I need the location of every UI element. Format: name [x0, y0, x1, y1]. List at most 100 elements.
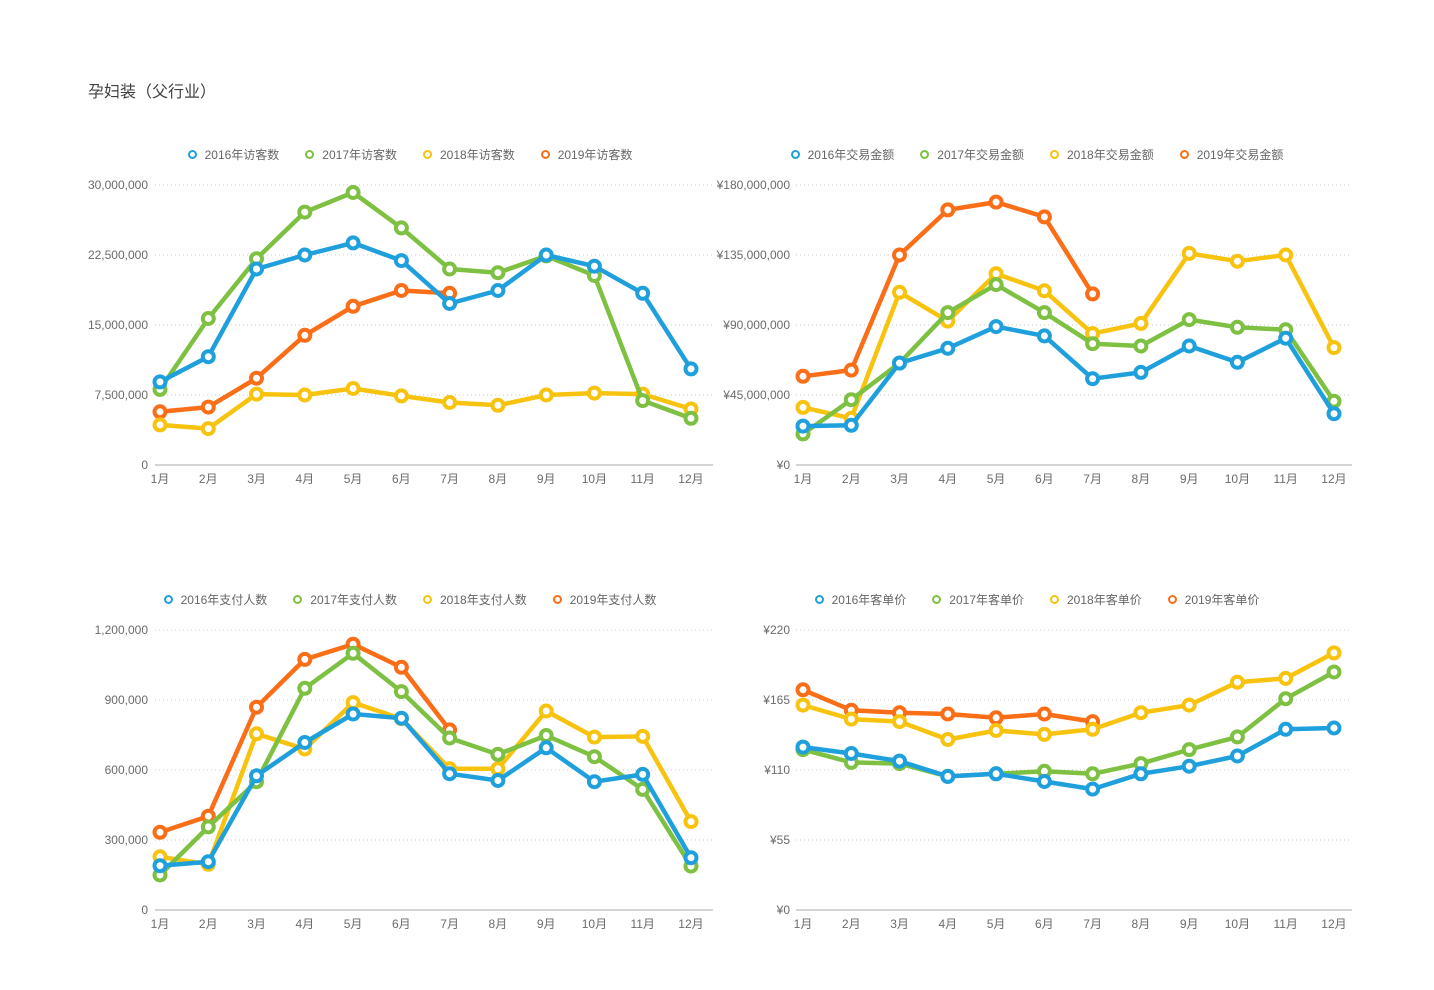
data-point-marker [1133, 315, 1149, 331]
data-point-marker [1181, 697, 1197, 713]
chart-canvas-payers: 1,200,000 900,000 600,000 300,000 01月 2月 3月 4月 5… [95, 623, 713, 931]
data-point-marker [152, 824, 168, 840]
data-point-marker [1085, 371, 1101, 387]
data-point-marker [297, 327, 313, 343]
legend-marker-icon [1050, 149, 1059, 159]
data-point-marker [538, 740, 554, 756]
chart-payers: 2016年支付人数 2017年支付人数 2018年支付人数 2019年支付人数 1,2… [85, 583, 735, 939]
data-point-marker [538, 703, 554, 719]
data-point-marker [1278, 691, 1294, 707]
legend-item-2018年访客数[interactable]: 2018年访客数 [423, 146, 515, 163]
data-point-marker [490, 773, 506, 788]
data-point-marker [892, 714, 907, 730]
legend-transaction-amount: 2016年交易金额 2017年交易金额 2018年交易金额 2019年交易金额 [712, 138, 1362, 170]
data-point-marker [249, 768, 264, 784]
legend-item-2017年交易金额[interactable]: 2017年交易金额 [920, 146, 1024, 163]
data-point-marker [1085, 336, 1101, 352]
legend-item-2019年访客数[interactable]: 2019年访客数 [540, 146, 633, 163]
x-axis-tick-label: 6月 [392, 917, 411, 931]
data-point-marker [442, 730, 458, 746]
data-point-marker [490, 397, 506, 413]
data-point-marker [843, 746, 859, 761]
data-point-marker [683, 814, 699, 830]
data-point-marker [1181, 245, 1197, 261]
y-axis-tick-label: ¥0 [776, 903, 791, 917]
legend-item-2018年客单价[interactable]: 2018年客单价 [1050, 591, 1142, 608]
data-point-marker [1085, 766, 1101, 782]
legend-item-2016年访客数[interactable]: 2016年访客数 [187, 146, 280, 163]
series-line-2017年访客数 [157, 190, 694, 421]
data-point-marker [1326, 406, 1342, 422]
legend-label: 2016年访客数 [204, 147, 280, 162]
legend-item-2018年交易金额[interactable]: 2018年交易金额 [1050, 146, 1154, 163]
data-point-marker [940, 706, 956, 722]
x-axis-tick-label: 4月 [295, 472, 314, 486]
x-axis-tick-label: 4月 [295, 917, 314, 931]
legend-marker-icon [187, 149, 197, 159]
data-point-marker [297, 204, 313, 220]
legend-item-2019年支付人数[interactable]: 2019年支付人数 [552, 591, 656, 608]
data-point-marker [1326, 340, 1342, 356]
y-axis-tick-label: 900,000 [105, 693, 149, 707]
y-axis-tick-label: ¥110 [763, 763, 790, 777]
data-point-marker [393, 388, 409, 404]
series-line-2016年交易金额 [800, 324, 1337, 429]
data-point-marker [586, 385, 602, 401]
legend-item-2018年支付人数[interactable]: 2018年支付人数 [423, 591, 527, 608]
data-point-marker [1326, 645, 1342, 661]
legend-label: 2016年支付人数 [180, 592, 268, 607]
x-axis-tick-label: 3月 [890, 472, 909, 486]
data-point-marker [442, 296, 458, 311]
data-point-marker [1036, 305, 1052, 321]
legend-item-2017年访客数[interactable]: 2017年访客数 [305, 146, 397, 163]
data-point-marker [795, 418, 811, 434]
legend-item-2019年交易金额[interactable]: 2019年交易金额 [1179, 146, 1283, 163]
x-axis-tick-label: 6月 [1035, 917, 1054, 931]
legend-item-2016年客单价[interactable]: 2016年客单价 [814, 591, 907, 608]
legend-item-2017年支付人数[interactable]: 2017年支付人数 [293, 591, 397, 608]
series-line-2018年访客数 [157, 386, 694, 431]
x-axis-tick-label: 7月 [440, 472, 459, 486]
data-point-marker [586, 729, 602, 745]
data-point-marker [892, 247, 907, 263]
data-point-marker [200, 399, 216, 415]
legend-label: 2018年客单价 [1067, 592, 1142, 607]
data-point-marker [1181, 758, 1197, 774]
x-axis-tick-label: 10月 [582, 917, 607, 931]
data-point-marker [1133, 364, 1149, 380]
data-point-marker [490, 746, 506, 762]
data-point-marker [538, 728, 554, 743]
chart-canvas-visitors: 30,000,000 22,500,000 15,000,000 7,500,000 0… [88, 178, 713, 486]
data-point-marker [393, 710, 409, 726]
data-point-marker [683, 361, 699, 377]
y-axis-tick-label: 0 [141, 903, 148, 917]
legend-item-2017年客单价[interactable]: 2017年客单价 [932, 591, 1024, 608]
legend-item-2019年客单价[interactable]: 2019年客单价 [1167, 591, 1259, 608]
data-point-marker [442, 261, 458, 277]
y-axis-tick-label: 22,500,000 [88, 248, 148, 262]
data-point-marker [988, 723, 1004, 738]
data-point-marker [1229, 729, 1245, 745]
x-axis-tick-label: 2月 [199, 917, 218, 931]
data-point-marker [635, 766, 651, 782]
data-point-marker [892, 284, 907, 300]
x-axis-tick-label: 1月 [151, 917, 170, 931]
legend-visitors: 2016年访客数 2017年访客数 2018年访客数 2019年访客数 [85, 138, 735, 170]
data-point-marker [1133, 766, 1149, 782]
data-point-marker [586, 749, 602, 765]
data-point-marker [393, 684, 409, 700]
x-axis-tick-label: 5月 [344, 917, 363, 931]
data-point-marker [1036, 726, 1052, 742]
data-point-marker [795, 368, 811, 384]
data-point-marker [442, 395, 458, 410]
data-point-marker [442, 766, 458, 782]
legend-item-2016年支付人数[interactable]: 2016年支付人数 [163, 591, 268, 608]
y-axis-tick-label: 0 [141, 458, 148, 472]
data-point-marker [249, 726, 264, 742]
y-axis-tick-label: ¥0 [776, 458, 791, 472]
legend-label: 2016年客单价 [831, 592, 907, 607]
legend-item-2016年交易金额[interactable]: 2016年交易金额 [790, 146, 894, 163]
data-point-marker [345, 695, 361, 711]
y-axis-tick-label: 300,000 [105, 833, 149, 847]
legend-label: 2019年访客数 [557, 147, 633, 162]
